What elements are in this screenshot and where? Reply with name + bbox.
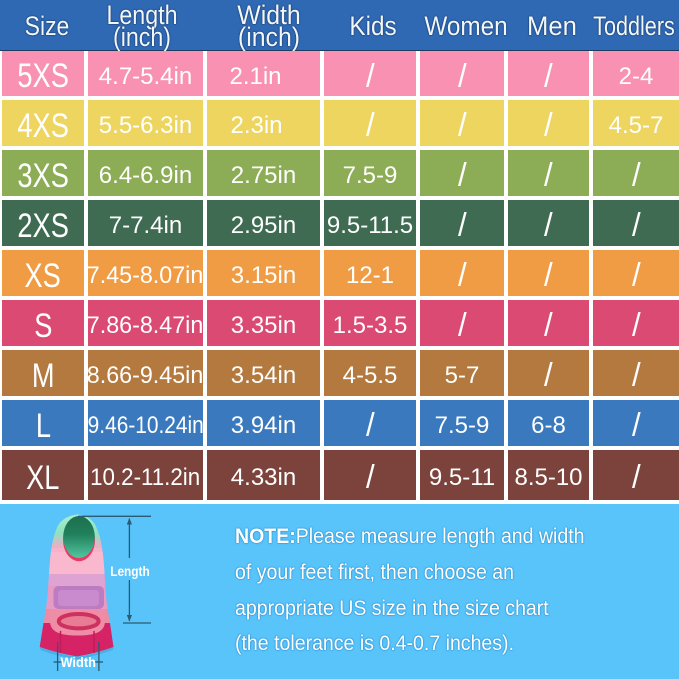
- svg-text:Width: Width: [60, 655, 95, 670]
- svg-text:Length: Length: [110, 563, 150, 579]
